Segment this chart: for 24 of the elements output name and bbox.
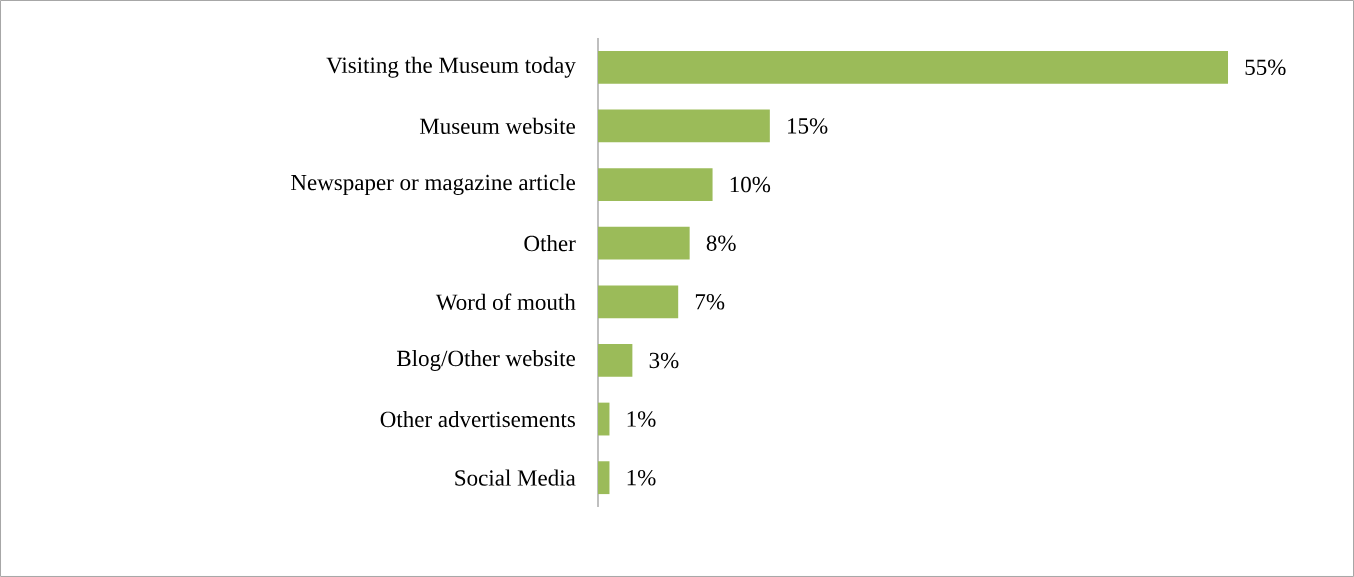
y-tick-label: Other advertisements bbox=[380, 410, 575, 428]
data-label: 10% bbox=[730, 176, 771, 193]
y-tick-label: Museum website bbox=[419, 117, 575, 135]
bar bbox=[598, 344, 633, 377]
data-label: 7% bbox=[695, 294, 725, 310]
bar bbox=[598, 50, 1229, 84]
y-tick-label: Blog/Other website bbox=[396, 349, 575, 371]
y-tick-label: Word of mouth bbox=[435, 293, 576, 311]
y-tick-label: Social Media bbox=[455, 469, 576, 486]
y-tick-label: Newspaper or magazine article bbox=[291, 174, 576, 196]
data-label: 55% bbox=[1245, 59, 1286, 76]
data-label: 1% bbox=[627, 411, 656, 427]
bar bbox=[598, 168, 713, 201]
bar bbox=[598, 109, 770, 143]
y-tick-label: Visiting the Museum today bbox=[326, 56, 576, 78]
y-tick-label: Other bbox=[524, 235, 576, 252]
data-label: 3% bbox=[649, 352, 679, 369]
bar bbox=[598, 461, 610, 495]
bar bbox=[598, 402, 610, 436]
data-label: 15% bbox=[788, 118, 828, 134]
bar bbox=[598, 226, 690, 260]
bar bbox=[598, 285, 679, 319]
data-label: 1% bbox=[627, 469, 656, 486]
data-label: 8% bbox=[706, 235, 736, 251]
